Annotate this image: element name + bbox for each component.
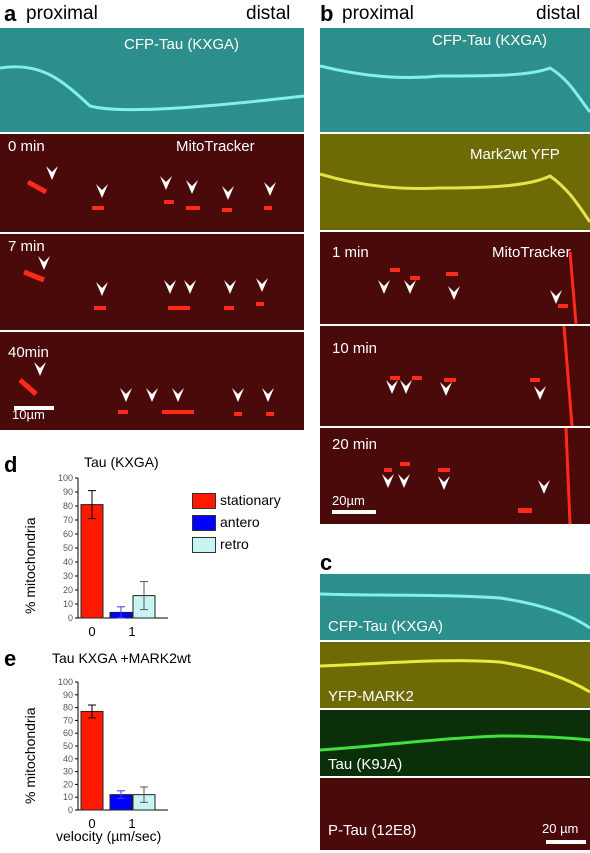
panel-a-time-7: 7 min xyxy=(8,238,45,255)
panel-b-mito-10: 10 min xyxy=(320,326,590,426)
panel-a-proximal: proximal xyxy=(26,3,98,24)
panel-b-cfp-text: CFP-Tau (KXGA) xyxy=(432,32,548,49)
panel-c-yfp: YFP-MARK2 xyxy=(320,642,590,708)
y-tick-label: 80 xyxy=(63,703,73,713)
panel-b-scale-bar xyxy=(332,510,376,514)
panel-a-mito-7: 7 min xyxy=(0,234,304,330)
panel-a-scale-bar xyxy=(14,406,54,410)
panel-b-proximal: proximal xyxy=(342,3,414,24)
axon-c-tau xyxy=(320,734,590,752)
legend-item-retro: retro xyxy=(192,536,249,554)
y-tick-label: 60 xyxy=(63,529,73,539)
legend-swatch xyxy=(192,537,216,554)
panel-c-label-1: YFP-MARK2 xyxy=(328,688,414,705)
panel-b-label: b xyxy=(320,1,334,26)
mito-spots-a40 xyxy=(18,362,274,416)
panel-a-cfp-image: CFP-Tau (KXGA) xyxy=(0,28,304,132)
panel-c-label-3: P-Tau (12E8) xyxy=(328,822,417,839)
mito-spots-a0 xyxy=(26,166,276,212)
y-tick-label: 20 xyxy=(63,585,73,595)
y-tick-label: 30 xyxy=(63,571,73,581)
panel-a-label: a xyxy=(4,1,17,26)
y-tick-label: 80 xyxy=(63,501,73,511)
axon-c-yfp xyxy=(320,659,590,694)
panel-c-cfp: CFP-Tau (KXGA) xyxy=(320,574,590,640)
y-tick-label: 60 xyxy=(63,728,73,738)
y-tick-label: 30 xyxy=(63,767,73,777)
panel-c-scale-text: 20 µm xyxy=(542,821,579,836)
panel-a-scale-text: 10µm xyxy=(12,407,45,422)
x-tick-label: 1 xyxy=(128,624,135,639)
y-tick-label: 10 xyxy=(63,792,73,802)
mito-spots-a7 xyxy=(23,256,268,310)
y-tick-label: 70 xyxy=(63,515,73,525)
mito-spots-b10 xyxy=(386,326,574,426)
panel-b-time-20: 20 min xyxy=(332,436,378,453)
panel-b-time-1: 1 min xyxy=(332,244,369,261)
y-tick-label: 90 xyxy=(63,487,73,497)
legend-swatch xyxy=(192,493,216,510)
panel-b-mito-1: 1 min MitoTracker xyxy=(320,232,590,324)
chart-d-label: d xyxy=(4,452,18,477)
chart-e-title: Tau KXGA +MARK2wt xyxy=(52,650,191,666)
panel-c-tau: Tau (K9JA) xyxy=(320,710,590,776)
panel-c-scale-bar xyxy=(546,840,586,844)
y-tick-label: 0 xyxy=(68,805,73,815)
legend-item-antero: antero xyxy=(192,514,260,532)
chart-d-title: Tau (KXGA) xyxy=(84,454,159,470)
legend-item-stationary: stationary xyxy=(192,492,281,510)
x-tick-label: 0 xyxy=(88,624,95,639)
x-tick-label: 1 xyxy=(128,816,135,830)
panel-b-scale-text: 20µm xyxy=(332,493,365,508)
panel-a-distal: distal xyxy=(246,3,291,24)
panel-b-cfp-image: CFP-Tau (KXGA) xyxy=(320,28,590,132)
panel-a-mito-text: MitoTracker xyxy=(176,138,255,155)
y-tick-label: 40 xyxy=(63,557,73,567)
y-tick-label: 90 xyxy=(63,690,73,700)
panel-c-label-2: Tau (K9JA) xyxy=(328,756,403,773)
chart-e-xlabel: velocity (µm/sec) xyxy=(56,828,162,844)
y-tick-label: 100 xyxy=(58,677,73,687)
panel-c-ptau: P-Tau (12E8) 20 µm xyxy=(320,778,590,850)
chart-e-label: e xyxy=(4,646,17,671)
panel-b-distal: distal xyxy=(536,3,581,24)
y-tick-label: 70 xyxy=(63,715,73,725)
panel-c-label: c xyxy=(320,550,333,575)
panel-b-mark-text: Mark2wt YFP xyxy=(470,146,560,163)
panel-a-mito-0: 0 min MitoTracker xyxy=(0,134,304,232)
panel-c-label-0: CFP-Tau (KXGA) xyxy=(328,618,444,635)
y-tick-label: 50 xyxy=(63,543,73,553)
y-tick-label: 0 xyxy=(68,613,73,623)
legend-swatch xyxy=(192,515,216,532)
panel-a-cfp-text: CFP-Tau (KXGA) xyxy=(124,36,240,53)
mito-spots-b1 xyxy=(378,251,578,324)
panel-b-time-10: 10 min xyxy=(332,340,378,357)
y-tick-label: 100 xyxy=(58,473,73,483)
panel-a-time-0: 0 min xyxy=(8,138,45,155)
panel-a-time-40: 40min xyxy=(8,344,49,361)
x-tick-label: 0 xyxy=(88,816,95,830)
y-tick-label: 20 xyxy=(63,779,73,789)
panel-b-mito-20: 20 min 20µm xyxy=(320,428,590,524)
axon-yfp-b xyxy=(320,172,590,223)
axon-c-cfp xyxy=(320,592,590,630)
bar-stationary-0 xyxy=(80,710,104,811)
panel-b-mark-image: Mark2wt YFP xyxy=(320,134,590,230)
y-tick-label: 10 xyxy=(63,599,73,609)
axon-cfp-b xyxy=(320,64,590,113)
panel-a-mito-40: 40min 10µm xyxy=(0,332,304,430)
axon-cfp-a xyxy=(0,65,304,112)
y-tick-label: 50 xyxy=(63,741,73,751)
mito-spots-b20 xyxy=(382,428,572,524)
y-tick-label: 40 xyxy=(63,754,73,764)
panel-b-mito-text: MitoTracker xyxy=(492,244,571,261)
bar-stationary-0 xyxy=(80,504,104,619)
